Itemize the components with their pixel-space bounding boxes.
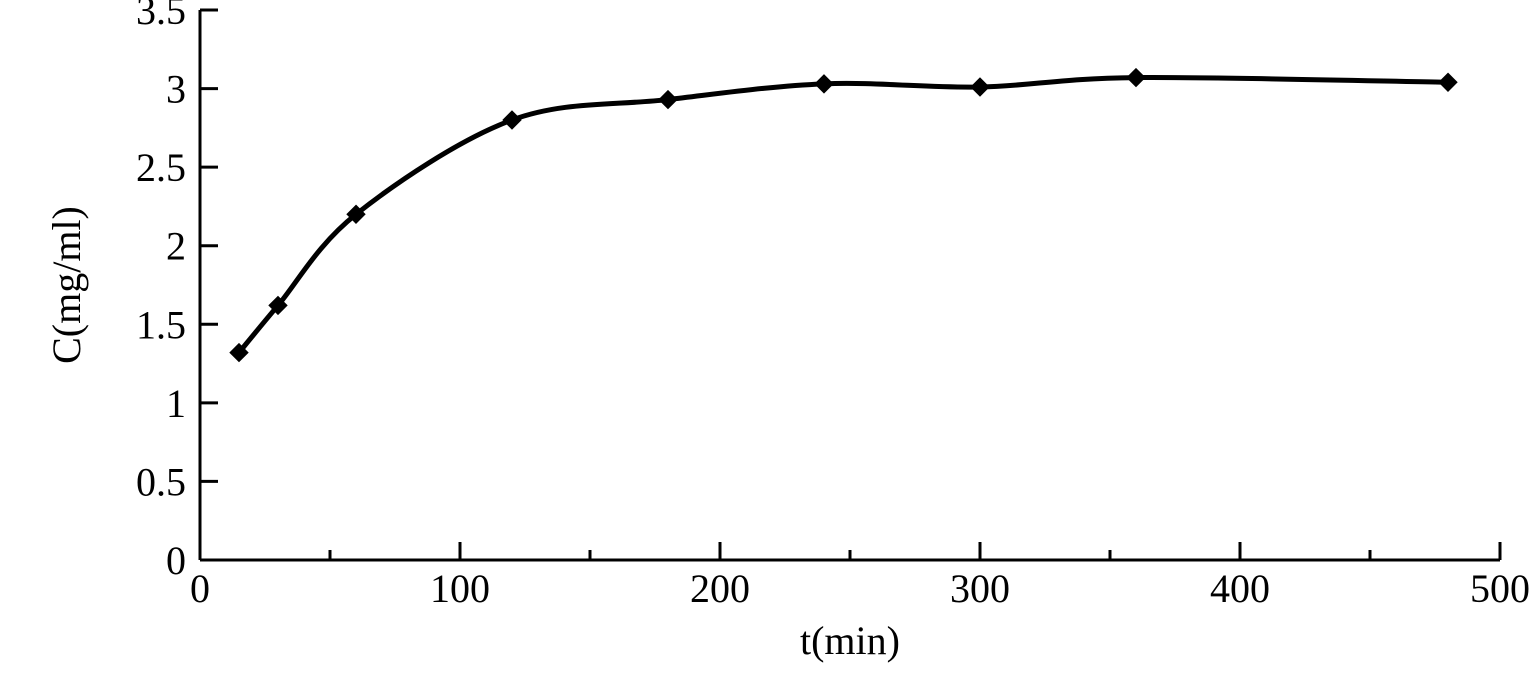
x-tick-label: 500: [1470, 566, 1529, 611]
y-tick-label: 1: [166, 381, 186, 426]
x-tick-label: 0: [190, 566, 210, 611]
y-tick-label: 3: [166, 67, 186, 112]
chart-container: 0 100 200 300 400 500 0 0.5 1 1.5 2 2.5 3 3.5 t(min) C(…: [0, 0, 1529, 692]
y-tick-label: 3.5: [136, 0, 186, 33]
x-tick-label: 300: [950, 566, 1010, 611]
x-tick-label: 200: [690, 566, 750, 611]
chart-bg: [0, 0, 1529, 692]
y-tick-label: 0: [166, 538, 186, 583]
line-chart: 0 100 200 300 400 500 0 0.5 1 1.5 2 2.5 3 3.5 t(min) C(…: [0, 0, 1529, 692]
y-tick-label: 1.5: [136, 302, 186, 347]
x-tick-label: 100: [430, 566, 490, 611]
y-axis-label: C(mg/ml): [44, 206, 89, 364]
y-tick-label: 0.5: [136, 459, 186, 504]
x-axis-label: t(min): [800, 618, 900, 663]
x-tick-label: 400: [1210, 566, 1270, 611]
y-tick-label: 2.5: [136, 145, 186, 190]
y-tick-label: 2: [166, 224, 186, 269]
